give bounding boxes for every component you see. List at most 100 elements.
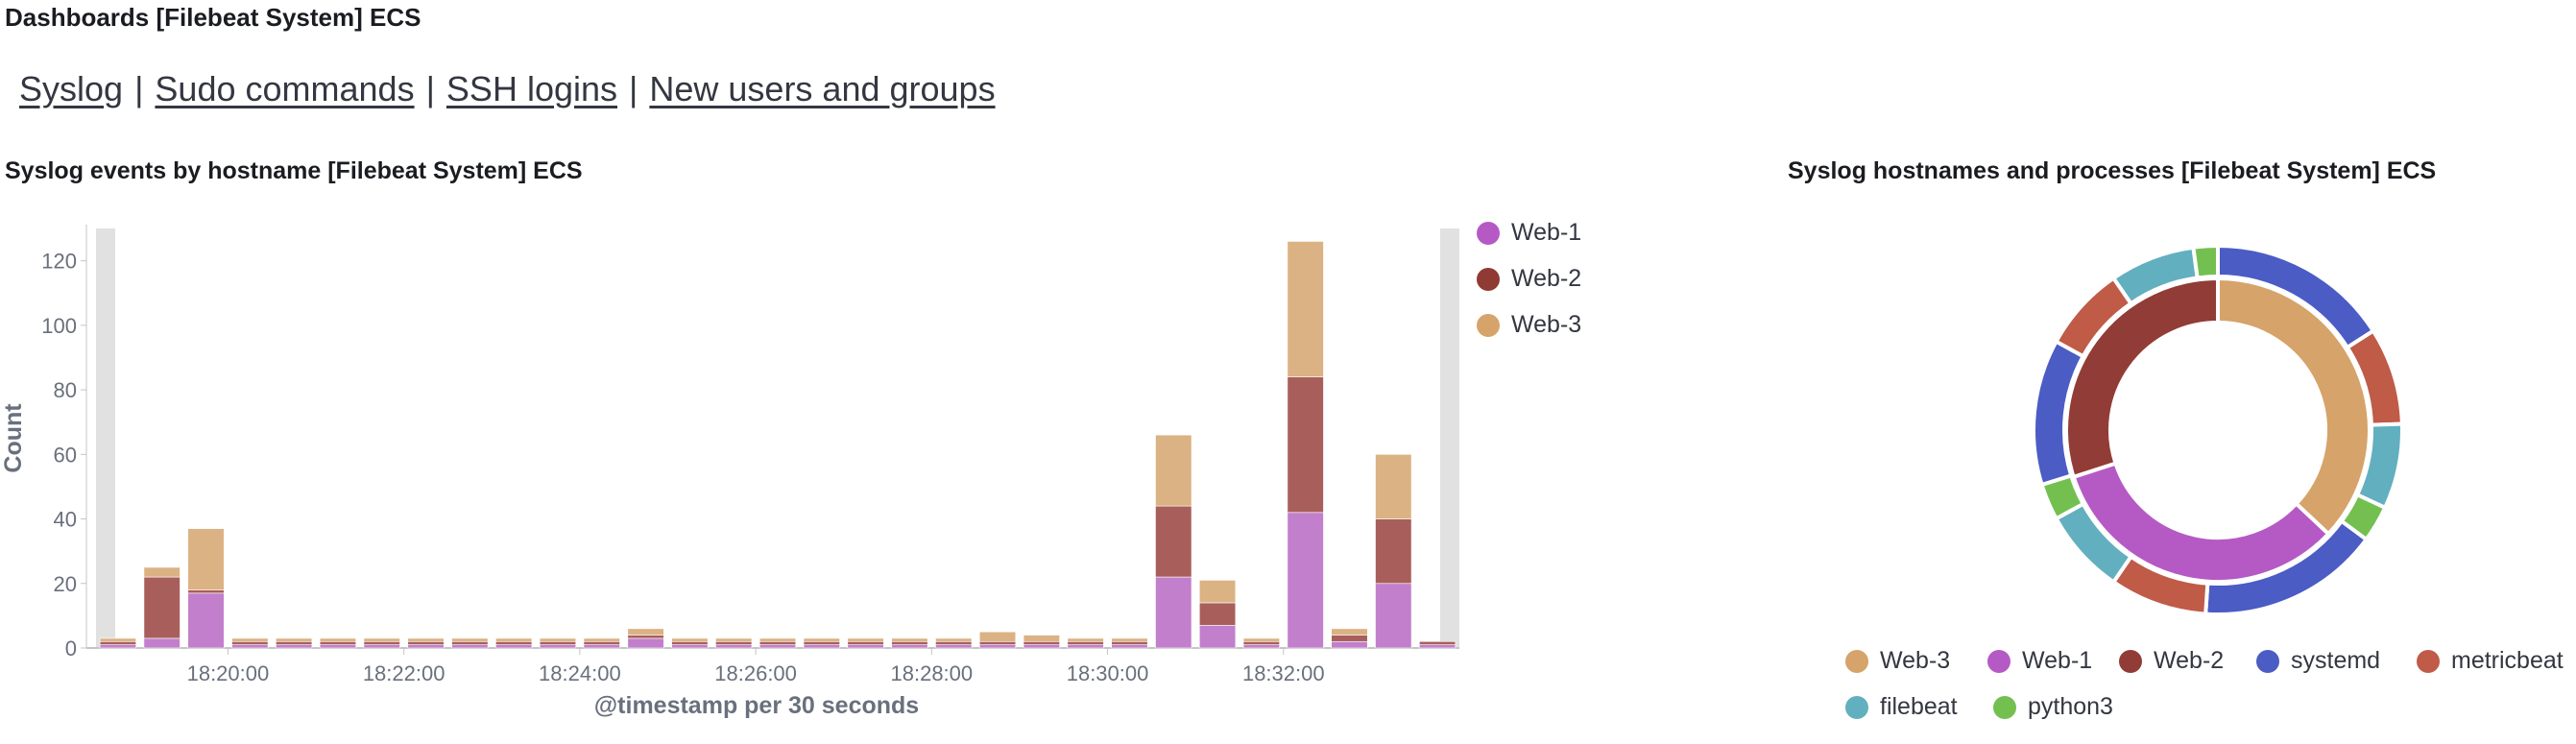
bar-segment-web-3 <box>1331 628 1368 636</box>
bar-segment-web-3 <box>1067 637 1104 642</box>
bar-segment-web-3 <box>276 637 313 642</box>
legend-label: Web-1 <box>2022 647 2093 674</box>
bar-segment-web-3 <box>143 566 181 578</box>
bar-segment-web-1 <box>1287 512 1324 649</box>
range-brush-left <box>96 228 115 648</box>
bar-segment-web-3 <box>407 637 445 642</box>
nav-link-new-users-groups[interactable]: New users and groups <box>649 69 996 108</box>
bar-segment-web-3 <box>1242 637 1280 642</box>
bar-segment-web-3 <box>671 637 709 642</box>
bar-segment-web-3 <box>583 637 620 642</box>
donut-legend-item-web-3[interactable]: Web-3 <box>1845 647 1950 675</box>
y-tick-label: 40 <box>54 508 77 532</box>
bar-segment-web-3 <box>715 637 753 642</box>
bar-segment-web-3 <box>891 637 928 642</box>
x-tick-label: 18:24:00 <box>539 661 621 685</box>
bar-segment-web-3 <box>319 637 357 642</box>
bar-legend-item-web-2[interactable]: Web-2 <box>1477 265 1581 293</box>
bar-segment-web-3 <box>187 528 225 590</box>
bar-segment-web-3 <box>935 637 973 642</box>
bar-segment-web-3 <box>495 637 533 642</box>
nav-link-ssh-logins[interactable]: SSH logins <box>445 69 618 108</box>
bar-segment-web-2 <box>1287 376 1324 514</box>
y-axis-title: Count <box>0 403 27 473</box>
bar-segment-web-3 <box>1375 454 1412 519</box>
legend-label: python3 <box>2028 693 2113 720</box>
x-tick-label: 18:32:00 <box>1242 661 1325 685</box>
x-tick-label: 18:20:00 <box>187 661 270 685</box>
bar-segment-web-1 <box>187 592 225 649</box>
nav-link-syslog[interactable]: Syslog <box>19 69 124 108</box>
donut-inner-slice-web-3 <box>2216 276 2371 537</box>
bar-segment-web-3 <box>1023 635 1060 642</box>
donut-legend-item-metricbeat[interactable]: metricbeat <box>2417 647 2564 675</box>
bar-segment-web-2 <box>1375 518 1412 585</box>
legend-swatch <box>2417 649 2440 673</box>
range-brush-right <box>1440 228 1459 648</box>
legend-label: filebeat <box>1880 693 1958 720</box>
donut-legend-item-web-2[interactable]: Web-2 <box>2119 647 2224 675</box>
nav-link-sudo-commands[interactable]: Sudo commands <box>155 69 415 108</box>
nav-separator: | <box>629 69 638 108</box>
legend-swatch <box>1845 649 1868 673</box>
dashboard-nav-links: Syslog | Sudo commands | SSH logins | New user… <box>19 69 996 109</box>
legend-swatch <box>1845 695 1868 719</box>
bar-segment-web-1 <box>1375 583 1412 649</box>
bar-segment-web-3 <box>803 637 840 642</box>
legend-swatch <box>1993 695 2016 719</box>
donut-legend-item-web-1[interactable]: Web-1 <box>1987 647 2092 675</box>
legend-swatch <box>1477 313 1500 337</box>
x-tick-label: 18:28:00 <box>891 661 974 685</box>
bar-segment-web-3 <box>978 631 1017 642</box>
donut-legend-item-systemd[interactable]: systemd <box>2256 647 2380 675</box>
donut-legend-item-filebeat[interactable]: filebeat <box>1845 693 1958 721</box>
bar-chart: 0 20 40 60 80 100 120 18:20:00 18:22:00 18:24:00 1… <box>0 225 1459 719</box>
bar-segment-web-3 <box>539 637 577 642</box>
legend-label: Web-3 <box>1880 647 1951 674</box>
x-tick-label: 18:26:00 <box>714 661 797 685</box>
donut-legend-item-python3[interactable]: python3 <box>1993 693 2113 721</box>
bar-segment-web-3 <box>1198 580 1237 604</box>
legend-swatch <box>2119 649 2142 673</box>
nav-separator: | <box>425 69 435 108</box>
bar-segment-web-3 <box>363 637 400 642</box>
y-tick-label: 0 <box>65 636 77 660</box>
pie-panel-title: Syslog hostnames and processes [Filebeat… <box>1788 157 2437 184</box>
bar-panel-title: Syslog events by hostname [Filebeat Syst… <box>5 157 583 184</box>
legend-label: metricbeat <box>2451 647 2564 674</box>
x-tick-label: 18:30:00 <box>1067 661 1149 685</box>
bar-legend-item-web-1[interactable]: Web-1 <box>1477 219 1581 247</box>
y-tick-label: 60 <box>54 443 77 467</box>
legend-label: Web-1 <box>1511 219 1582 246</box>
bar-segment-web-3 <box>231 637 269 642</box>
x-tick-label: 18:22:00 <box>363 661 445 685</box>
legend-swatch <box>1477 267 1500 291</box>
legend-label: Web-3 <box>1511 311 1582 338</box>
bar-segment-web-2 <box>1155 505 1192 578</box>
legend-label: Web-2 <box>1511 265 1582 292</box>
legend-swatch <box>1987 649 2010 673</box>
bar-legend-item-web-3[interactable]: Web-3 <box>1477 311 1581 339</box>
bar-segment-web-3 <box>627 628 664 636</box>
bar-segment-web-2 <box>143 576 181 639</box>
bar-segment-web-3 <box>99 637 136 642</box>
bar-segment-web-3 <box>1287 241 1324 377</box>
y-tick-label: 100 <box>41 314 77 338</box>
y-tick-label: 20 <box>54 572 77 596</box>
bar-segment-web-3 <box>1111 637 1148 642</box>
legend-swatch <box>1477 221 1500 245</box>
bar-segment-web-3 <box>847 637 884 642</box>
donut-outer-slice-python3 <box>2191 243 2220 280</box>
nav-separator: | <box>134 69 144 108</box>
bar-segment-web-3 <box>758 637 797 642</box>
page-breadcrumb: Dashboards [Filebeat System] ECS <box>5 3 421 32</box>
bar-segment-web-3 <box>1155 434 1192 507</box>
y-tick-label: 120 <box>41 250 77 274</box>
donut-inner-slice-web-2 <box>2064 276 2220 480</box>
bar-segment-web-2 <box>1419 640 1457 645</box>
bar-segment-web-3 <box>451 637 489 642</box>
x-axis-title: @timestamp per 30 seconds <box>594 692 919 719</box>
donut-inner-slice-web-1 <box>2071 461 2332 584</box>
y-tick-label: 80 <box>54 378 77 402</box>
